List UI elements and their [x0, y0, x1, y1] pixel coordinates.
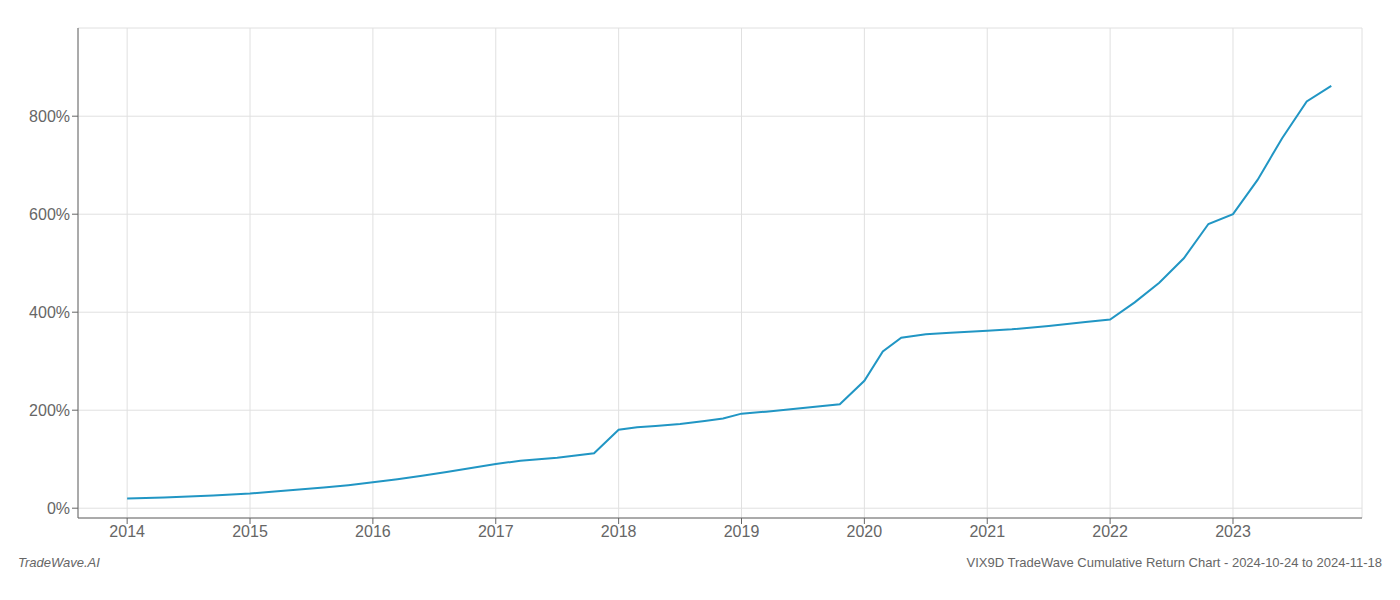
svg-text:200%: 200%: [29, 402, 70, 419]
svg-text:2021: 2021: [969, 523, 1005, 540]
svg-text:600%: 600%: [29, 206, 70, 223]
svg-text:2023: 2023: [1215, 523, 1251, 540]
svg-text:2015: 2015: [232, 523, 268, 540]
svg-text:2022: 2022: [1092, 523, 1128, 540]
svg-text:2017: 2017: [478, 523, 514, 540]
svg-text:0%: 0%: [47, 500, 70, 517]
svg-text:400%: 400%: [29, 304, 70, 321]
html-text:VIX9D TradeWave Cumulative Ret: VIX9D TradeWave Cumulative Return Chart …: [966, 555, 1382, 570]
svg-text:2014: 2014: [109, 523, 145, 540]
svg-text:2018: 2018: [601, 523, 637, 540]
html-text:TradeWave.AI: TradeWave.AI: [18, 555, 100, 570]
svg-text:2019: 2019: [724, 523, 760, 540]
svg-text:2020: 2020: [847, 523, 883, 540]
svg-text:800%: 800%: [29, 108, 70, 125]
svg-text:2016: 2016: [355, 523, 391, 540]
